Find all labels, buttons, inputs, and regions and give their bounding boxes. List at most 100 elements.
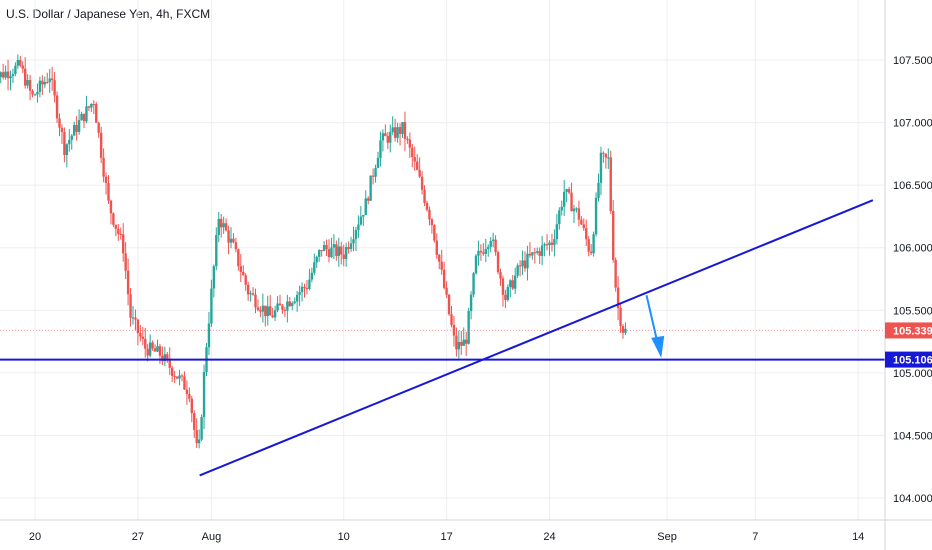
candle-body [555,224,559,240]
candle-body [462,339,465,346]
candle-body [300,286,304,293]
candle-body [362,214,365,217]
candle-body [384,133,387,137]
candle-body [572,208,576,212]
candle-body [256,307,260,311]
candle-body [445,287,448,295]
candle-body [117,228,120,235]
candle-body [420,176,424,190]
candle-body [53,80,56,96]
candle-body [33,94,37,96]
chart-title: U.S. Dollar / Japanese Yen, 4h, FXCM [6,7,211,21]
candle-body [291,303,294,307]
support-price-badge-bg [885,351,932,368]
candle-body [313,262,316,273]
candle-body [16,60,20,66]
candle-body [92,103,95,105]
candle-body [315,256,318,263]
x-tick-label: 7 [752,531,758,543]
candle-body [212,266,216,289]
candle-body [482,252,485,254]
candle-body [0,72,2,77]
candle-body [550,242,554,245]
candle-body [403,122,407,139]
candle-body [538,251,541,256]
candle-body [585,228,588,240]
candle-body [229,238,233,243]
candle-body [151,342,154,349]
candle-body [616,287,620,308]
candle-body [131,317,135,319]
candle-body [460,341,463,346]
candle-body [416,161,419,170]
candle-body [65,144,69,156]
candle-body [202,371,206,418]
candle-body [604,153,608,158]
x-tick-label: 17 [440,531,452,543]
candle-body [536,251,539,253]
candle-body [38,80,42,92]
candle-body [499,272,502,279]
candle-body [153,348,157,352]
x-tick-label: Sep [657,531,677,543]
candle-body [489,240,492,247]
candle-body [80,113,83,121]
candle-body [303,286,306,288]
candle-body [442,269,446,288]
candle-body [511,280,514,289]
candle-body [266,306,269,316]
candle-body [612,211,615,260]
candle-body [232,238,235,243]
candle-body [183,376,186,390]
candle-body [6,71,10,79]
candle-body [161,355,164,362]
candle-body [607,157,610,159]
y-tick-label: 105.000 [893,368,932,380]
candle-body [369,175,372,201]
x-tick-label: 20 [29,531,41,543]
candle-body [180,375,184,377]
candle-body [295,294,299,302]
candle-body [259,310,262,312]
candle-body [1,72,5,78]
candle-body [521,260,524,267]
candle-body [122,234,125,254]
candle-body [389,131,392,143]
candle-body [619,307,622,327]
candle-body [450,314,453,325]
candle-body [114,224,118,229]
candle-body [77,120,81,132]
candle-body [4,71,7,78]
candle-body [553,239,556,245]
candle-body [514,275,517,289]
candle-body [70,135,73,140]
candle-body [398,127,402,134]
candle-body [9,76,12,79]
candle-body [90,103,93,108]
candle-body [349,243,353,249]
candle-body [55,95,59,119]
candle-body [36,91,39,95]
candle-body [148,342,152,356]
candle-body [163,354,167,362]
candle-body [293,301,296,304]
candle-body [565,189,568,192]
candle-body [423,189,426,203]
candle-body [28,80,32,91]
candle-body [269,306,272,316]
x-tick-label: Aug [202,531,222,543]
candle-body [286,301,289,311]
candle-body [577,208,581,220]
candle-body [254,294,257,308]
candle-body [371,175,375,177]
candle-body [75,124,78,132]
y-tick-label: 106.500 [893,180,932,192]
candle-body [193,413,196,430]
y-tick-label: 104.500 [893,430,932,442]
candle-body [567,189,571,193]
candle-body [455,335,458,350]
candle-body [220,218,223,228]
candle-body [487,246,490,250]
candle-body [425,202,429,210]
